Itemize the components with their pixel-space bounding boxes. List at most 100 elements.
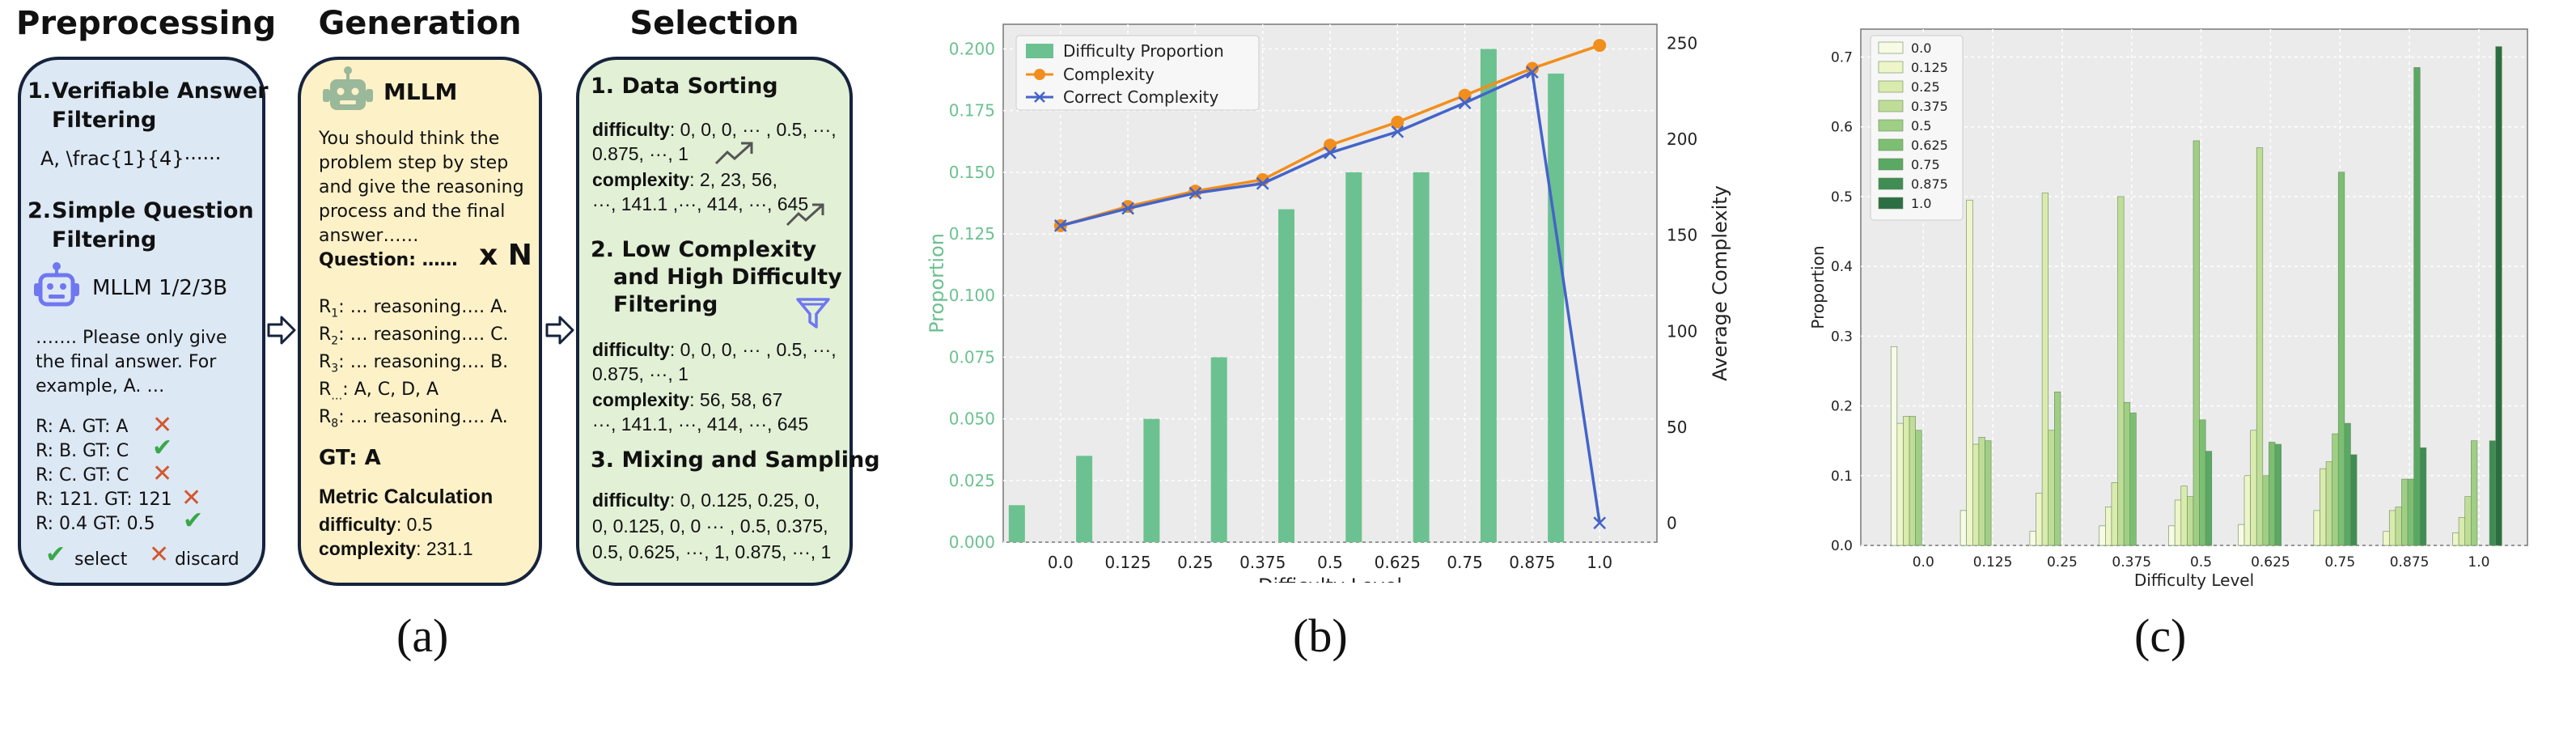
sel-difficulty-line: 0.875, ···, 1 xyxy=(592,143,688,164)
check-icon: ✔ xyxy=(152,434,173,462)
series-point xyxy=(1593,516,1607,530)
bar xyxy=(1909,416,1916,546)
arrow-right-icon xyxy=(267,316,296,345)
legend-label: 0.5 xyxy=(1911,118,1931,134)
sel-difficulty-line: 0.5, 0.625, ···, 1, 0.875, ···, 1 xyxy=(592,541,832,562)
series-point xyxy=(1391,115,1405,129)
pre-step1-title-line2: Filtering xyxy=(52,108,157,133)
bar xyxy=(2344,422,2351,546)
y-tick-label: 0.4 xyxy=(1831,259,1853,275)
legend-check-icon: ✔ xyxy=(45,541,66,569)
gen-difficulty-line: difficulty: 0.5 xyxy=(319,514,433,535)
y-tick-label: 0.050 xyxy=(949,409,995,429)
bar xyxy=(2123,401,2131,546)
caption-c: (c) xyxy=(2134,609,2187,662)
bar xyxy=(2395,507,2402,546)
legend-label: 0.125 xyxy=(1911,60,1948,75)
bar xyxy=(1210,357,1227,542)
bar xyxy=(2099,525,2106,546)
bar xyxy=(2332,433,2339,546)
legend-swatch xyxy=(1878,158,1904,171)
legend-swatch xyxy=(1878,41,1904,54)
pre-step2-title-line2: Filtering xyxy=(52,227,157,252)
sel-difficulty-line: 0, 0.125, 0, 0 ··· , 0.5, 0.375, xyxy=(592,515,828,537)
gen-times-n-label: x N xyxy=(479,239,532,272)
x-tick-label: 0.875 xyxy=(1509,553,1555,572)
bar xyxy=(2256,147,2264,546)
series-point xyxy=(1391,125,1405,138)
x-axis-label: Difficulty Level xyxy=(2134,570,2254,590)
bar xyxy=(2187,496,2194,546)
x-tick-label: 0.5 xyxy=(1317,553,1343,572)
y2-axis-label: Average Complexity xyxy=(1709,185,1731,381)
bar xyxy=(1960,510,1967,546)
gen-model-label: MLLM xyxy=(383,78,458,105)
bar xyxy=(2464,496,2472,546)
bar xyxy=(2205,451,2213,546)
bar xyxy=(2238,524,2245,546)
legend-label: Difficulty Proportion xyxy=(1063,41,1224,61)
bar xyxy=(1345,172,1362,542)
legend-swatch xyxy=(1878,100,1904,112)
bar xyxy=(1966,199,1973,546)
bar xyxy=(2105,507,2112,546)
y2-tick-label: 200 xyxy=(1667,129,1697,149)
legend-label: Correct Complexity xyxy=(1063,87,1218,107)
pre-step1-title-line1: Verifiable Answer xyxy=(52,78,269,104)
legend-label: Complexity xyxy=(1063,65,1155,84)
pre-prompt-line2: the final answer. For xyxy=(36,352,217,372)
legend-swatch xyxy=(1034,91,1045,103)
series-point xyxy=(1121,201,1134,215)
y-tick-label: 0.200 xyxy=(949,39,995,58)
bar xyxy=(2036,493,2043,546)
y2-tick-label: 250 xyxy=(1667,34,1697,53)
heading-generation: Generation xyxy=(318,5,522,42)
bar xyxy=(2495,46,2502,546)
robot-icon xyxy=(323,66,373,110)
bar xyxy=(2388,510,2396,546)
cross-icon: ✕ xyxy=(152,411,173,439)
series-point xyxy=(1526,66,1539,79)
pre-result-row: R: 0.4 GT: 0.5 xyxy=(36,514,155,534)
bar xyxy=(1008,505,1025,542)
x-tick-label: 0.0 xyxy=(1913,554,1934,570)
caption-a: (a) xyxy=(396,609,449,662)
bar xyxy=(2452,532,2459,546)
generation-panel xyxy=(298,57,542,586)
caption-b: (b) xyxy=(1293,609,1348,662)
gen-question-label: Question: …… xyxy=(319,250,458,270)
gen-response-row: R…: A, C, D, A xyxy=(319,380,439,403)
heading-preprocessing: Preprocessing xyxy=(16,5,277,42)
bar xyxy=(1903,416,1910,546)
bar xyxy=(1978,437,1985,546)
legend-cross-icon: ✕ xyxy=(149,541,170,569)
legend-swatch xyxy=(1878,61,1904,74)
pre-result-row: R: A. GT: A xyxy=(36,417,129,437)
bar xyxy=(2041,193,2049,546)
legend-label: 0.625 xyxy=(1911,138,1948,153)
gen-complexity-line: complexity: 231.1 xyxy=(319,538,473,559)
gen-prompt-line: answer…… xyxy=(319,226,419,246)
bar xyxy=(2250,430,2257,546)
cross-icon: ✕ xyxy=(181,484,202,512)
y-axis-label: Proportion xyxy=(1808,245,1828,329)
bar xyxy=(2054,392,2061,546)
bar xyxy=(2174,499,2182,546)
bar xyxy=(2325,461,2332,546)
bar xyxy=(2471,440,2478,546)
gen-prompt-line: problem step by step xyxy=(319,153,509,173)
bar xyxy=(2262,475,2269,546)
bar xyxy=(2129,412,2137,546)
legend-swatch xyxy=(1878,197,1904,210)
bar xyxy=(2383,531,2390,546)
legend-swatch xyxy=(1878,177,1904,190)
bar xyxy=(2117,196,2125,546)
robot-icon xyxy=(34,262,79,307)
series-point xyxy=(1525,62,1539,75)
legend-label: 0.75 xyxy=(1911,157,1940,172)
bar xyxy=(2350,454,2358,546)
legend xyxy=(1015,35,1260,111)
legend-label: 0.375 xyxy=(1911,99,1948,114)
series-point xyxy=(1324,146,1337,159)
legend-select-label: select xyxy=(74,549,128,570)
